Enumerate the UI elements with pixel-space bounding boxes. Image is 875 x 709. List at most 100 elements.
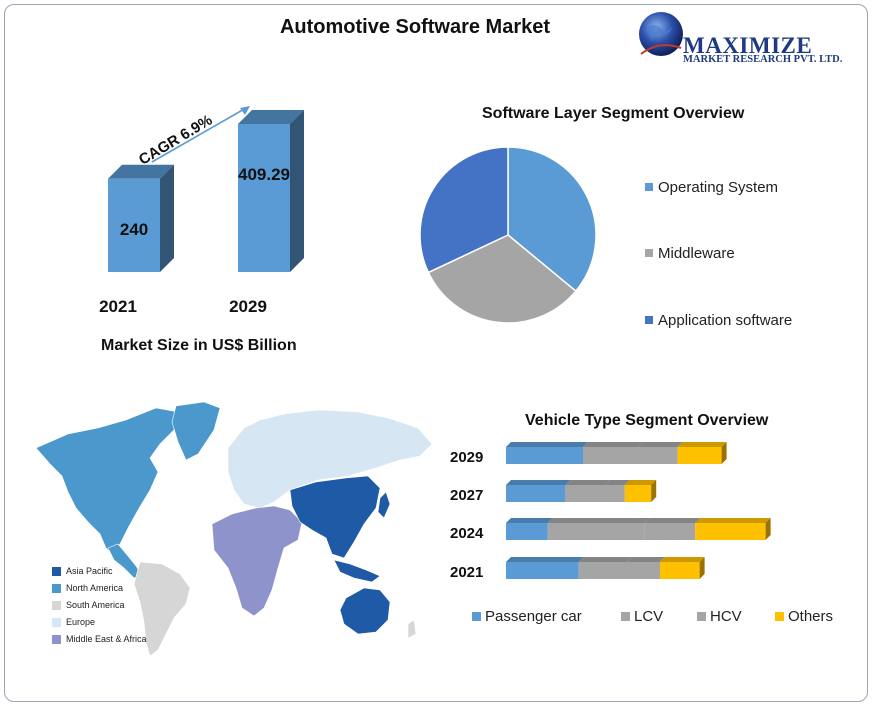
vehicle-bar-front <box>644 523 696 540</box>
vehicle-legend-label: HCV <box>710 608 742 625</box>
page-title: Automotive Software Market <box>279 16 551 38</box>
vehicle-bar-front <box>506 447 583 464</box>
market-bar-value-label: 409.29 <box>238 165 290 184</box>
legend-swatch <box>52 635 61 645</box>
logo-name: MAXIMIZE <box>683 33 813 58</box>
vehicle-bar-segment <box>644 518 701 540</box>
vehicle-legend-label: Passenger car <box>485 608 582 625</box>
vehicle-bar-front <box>583 447 638 464</box>
vehicle-bar-segment <box>660 557 705 579</box>
map-legend-label: Europe <box>66 617 96 627</box>
map-legend-label: Asia Pacific <box>66 566 113 576</box>
map-region-greenland <box>171 401 221 461</box>
cagr-arrowhead <box>240 106 250 115</box>
map-region-south-america <box>133 561 191 657</box>
legend-swatch <box>52 618 61 628</box>
market-size-chart: 240 2021 409.29 2029 CAGR 6.9% <box>99 106 304 316</box>
vehicle-bar-segment <box>547 518 650 540</box>
vehicle-bar-segment <box>506 518 553 540</box>
vehicle-legend-label: Others <box>788 608 834 625</box>
vehicle-bar-top <box>506 480 571 485</box>
vehicle-bar-top <box>695 518 771 523</box>
map-legend-item: Europe <box>52 617 147 634</box>
vehicle-year-label: 2029 <box>450 449 483 466</box>
vehicle-title: Vehicle Type Segment Overview <box>525 412 769 429</box>
legend-swatch <box>645 183 653 192</box>
vehicle-bar-top <box>506 442 588 447</box>
map-region-southeast-asia <box>333 559 381 583</box>
market-year-label: 2021 <box>99 297 137 316</box>
vehicle-legend-item: HCV <box>697 608 742 625</box>
pie-legend-label: Operating System <box>658 179 779 196</box>
vehicle-year-label: 2027 <box>450 487 483 504</box>
market-size-caption: Market Size in US$ Billion <box>101 337 297 354</box>
vehicle-bar-segment <box>565 480 610 502</box>
legend-swatch <box>697 611 706 621</box>
vehicle-bar-top <box>506 557 584 562</box>
legend-swatch <box>775 611 784 621</box>
pie-title: Software Layer Segment Overview <box>482 105 745 122</box>
vehicle-legend-item: LCV <box>621 608 663 625</box>
vehicle-legend-label: LCV <box>634 608 664 625</box>
legend-swatch <box>52 601 61 611</box>
vehicle-bar-front <box>638 447 678 464</box>
logo-subtitle: MARKET RESEARCH PVT. LTD. <box>683 54 843 65</box>
pie-slice <box>419 146 509 274</box>
map-region-middle-east-africa <box>211 505 303 617</box>
infographic-frame <box>4 4 868 702</box>
vehicle-bar-segment <box>627 557 665 579</box>
world-map <box>35 401 433 657</box>
globe-icon <box>639 12 683 56</box>
pie-legend-label: Middleware <box>658 245 735 262</box>
vehicle-bar-front <box>660 562 700 579</box>
vehicle-bar-side <box>721 442 727 464</box>
pie-legend-item: Middleware <box>645 245 735 262</box>
pie-legend-item: Operating System <box>645 179 778 196</box>
vehicle-bar-front <box>506 523 548 540</box>
legend-swatch <box>645 249 653 258</box>
market-bar-side <box>290 110 304 272</box>
vehicle-bar-side <box>765 518 771 540</box>
vehicle-bar-top <box>677 442 727 447</box>
vehicle-bar-segment <box>506 480 571 502</box>
vehicle-bar-segment <box>624 480 657 502</box>
market-bar <box>238 110 304 272</box>
legend-swatch <box>52 567 61 577</box>
map-legend-label: South America <box>66 600 125 610</box>
vehicle-bar-front <box>565 485 605 502</box>
vehicle-bar-segment <box>605 480 630 502</box>
map-region-japan <box>377 491 391 519</box>
cagr-arrow <box>151 107 247 163</box>
market-bar-side <box>160 164 174 272</box>
vehicle-bar-top <box>506 518 553 523</box>
vehicle-bar-front <box>506 562 579 579</box>
map-legend-item: North America <box>52 583 147 600</box>
map-region-north-america <box>35 407 179 555</box>
vehicle-bar-front <box>677 447 722 464</box>
vehicle-bar-top <box>660 557 705 562</box>
vehicle-bar-top <box>605 480 630 485</box>
map-legend-label: Middle East & Africa <box>66 634 147 644</box>
pie-legend-label: Application software <box>658 312 793 329</box>
vehicle-bar-front <box>627 562 660 579</box>
legend-swatch <box>472 611 481 621</box>
market-year-label: 2029 <box>229 297 267 316</box>
vehicle-bar-segment <box>583 442 643 464</box>
vehicle-bar-top <box>578 557 632 562</box>
vehicle-bar-segment <box>506 557 584 579</box>
vehicle-bar-top <box>547 518 650 523</box>
market-bar-top <box>238 110 304 124</box>
map-legend-item: South America <box>52 600 147 617</box>
pie-legend-item: Application software <box>645 312 792 329</box>
market-bar-front <box>108 178 160 272</box>
vehicle-legend-item: Others <box>775 608 833 625</box>
map-region-asia-pacific <box>289 475 381 559</box>
vehicle-bar-segment <box>638 442 683 464</box>
map-legend-label: North America <box>66 583 124 593</box>
vehicle-bar-top <box>638 442 683 447</box>
map-legend-item: Middle East & Africa <box>52 634 147 651</box>
map-region-australia <box>339 587 391 635</box>
market-bar-value-label: 240 <box>120 220 148 239</box>
market-bar-front <box>238 124 290 272</box>
vehicle-bar-top <box>627 557 665 562</box>
